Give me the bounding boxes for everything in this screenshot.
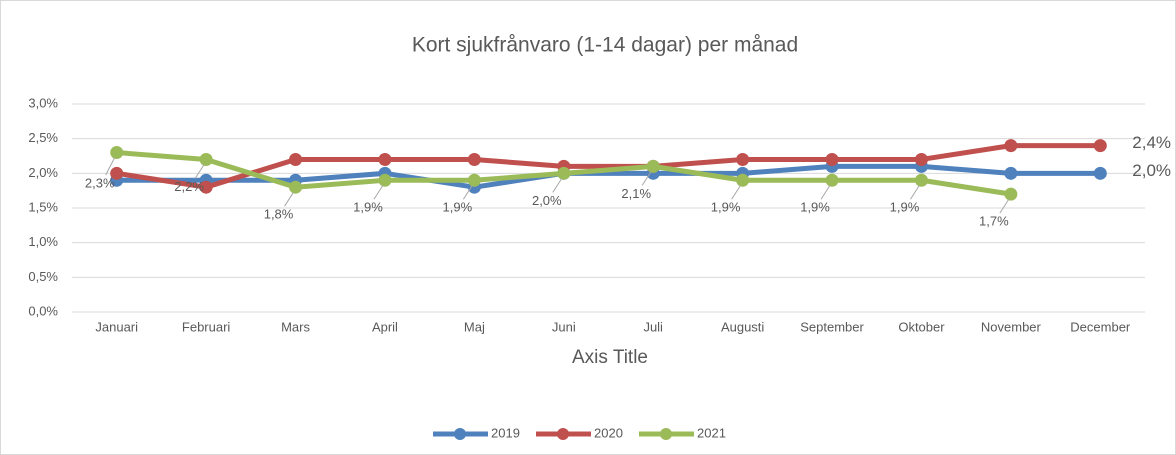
data-label: 1,9% [890, 200, 920, 215]
data-point [557, 166, 571, 180]
x-tick-label: Juli [643, 319, 663, 334]
data-point [914, 152, 928, 166]
y-tick-label: 1,5% [28, 199, 58, 214]
data-point [736, 152, 750, 166]
data-label: 1,9% [353, 200, 383, 215]
data-label: 2,0% [532, 193, 562, 208]
x-tick-label: December [1070, 319, 1131, 334]
x-tick-label: Februari [182, 319, 231, 334]
data-point [378, 173, 392, 187]
x-tick-label: Januari [95, 319, 138, 334]
x-tick-label: Oktober [898, 319, 945, 334]
x-tick-label: Augusti [721, 319, 764, 334]
legend-marker [454, 428, 466, 440]
x-axis-title: Axis Title [572, 347, 648, 368]
data-point [467, 173, 481, 187]
data-point [1004, 166, 1018, 180]
data-point [378, 152, 392, 166]
data-point [1004, 139, 1018, 153]
leader-line [999, 198, 1010, 214]
x-tick-label: November [981, 319, 1042, 334]
data-point [914, 173, 928, 187]
data-point [110, 166, 124, 180]
data-point [199, 180, 213, 194]
y-tick-label: 0,0% [28, 303, 58, 318]
data-label: 1,9% [443, 200, 473, 215]
legend-marker [557, 428, 569, 440]
leader-line [641, 171, 652, 186]
data-label: 1,8% [264, 207, 294, 222]
data-point [199, 152, 213, 166]
data-label: 1,7% [979, 214, 1009, 229]
x-tick-label: Juni [552, 319, 576, 334]
data-point [289, 152, 303, 166]
data-label: 1,9% [711, 200, 741, 215]
data-point [646, 159, 660, 173]
x-tick-label: Maj [464, 319, 485, 334]
data-point [736, 173, 750, 187]
leader-line [105, 157, 116, 176]
data-point [289, 180, 303, 194]
data-label: 2,1% [621, 186, 651, 201]
y-tick-label: 1,0% [28, 234, 58, 249]
y-tick-label: 2,0% [28, 165, 58, 180]
x-tick-label: Mars [281, 319, 310, 334]
data-label: 1,9% [800, 200, 830, 215]
leader-line [820, 184, 831, 200]
data-point [110, 146, 124, 160]
data-point [825, 173, 839, 187]
y-tick-label: 0,5% [28, 269, 58, 284]
data-point [1004, 187, 1018, 201]
leader-line [731, 184, 742, 200]
x-tick-label: September [800, 319, 864, 334]
y-tick-label: 3,0% [28, 95, 58, 110]
data-point [1093, 166, 1107, 180]
leader-line [194, 164, 205, 179]
data-label: 2,0% [1132, 161, 1171, 180]
data-point [467, 152, 481, 166]
legend-label: 2020 [594, 425, 623, 440]
leader-line [910, 184, 920, 200]
leader-line [373, 184, 384, 200]
legend-label: 2019 [491, 425, 520, 440]
chart-title: Kort sjukfrånvaro (1-14 dagar) per månad [412, 34, 798, 57]
leader-line [284, 191, 294, 207]
leader-line [462, 184, 473, 200]
y-tick-label: 2,5% [28, 130, 58, 145]
legend-label: 2021 [697, 425, 726, 440]
data-point [1093, 139, 1107, 153]
leader-line [552, 178, 563, 193]
data-label: 2,2% [174, 179, 204, 194]
x-tick-label: April [372, 319, 398, 334]
data-label: 2,4% [1132, 133, 1171, 152]
legend-marker [660, 428, 672, 440]
data-point [825, 152, 839, 166]
series-line [116, 143, 1101, 190]
data-label: 2,3% [85, 175, 115, 190]
